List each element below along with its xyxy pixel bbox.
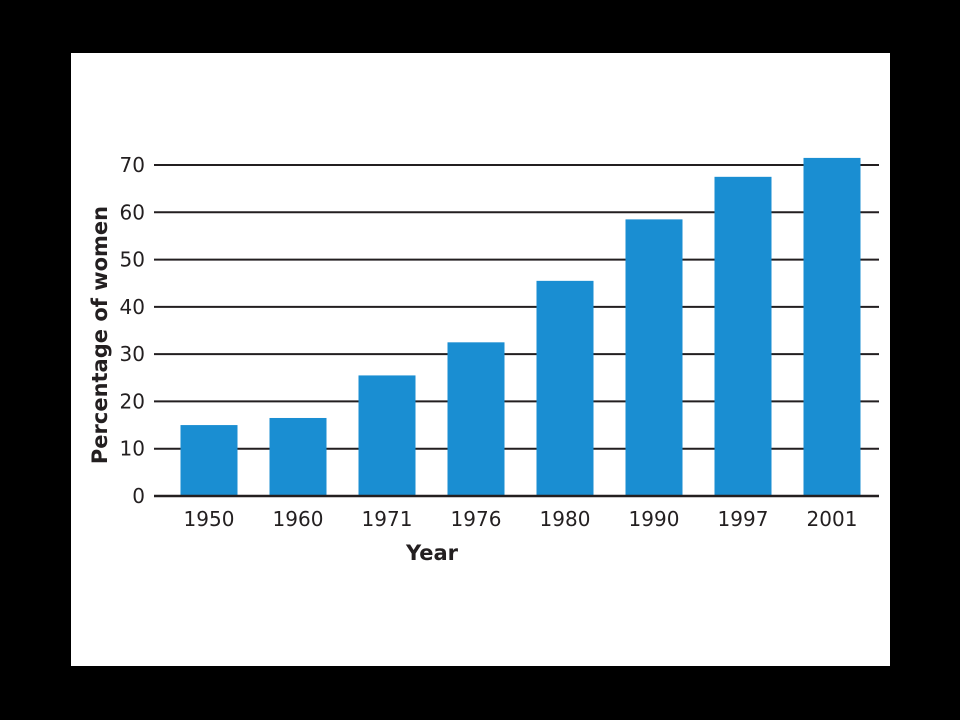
y-axis-ticks: 0 10 20 30 40 50 60 70 xyxy=(120,153,145,508)
y-tick-label: 40 xyxy=(120,295,145,319)
y-axis-title: Percentage of women xyxy=(88,206,112,464)
bar-1971 xyxy=(358,375,416,496)
y-tick-label: 60 xyxy=(120,200,145,224)
x-tick-label: 2001 xyxy=(807,507,858,531)
y-tick-label: 30 xyxy=(120,342,145,366)
y-tick-label: 20 xyxy=(120,389,145,413)
x-tick-label: 1971 xyxy=(362,507,413,531)
bars xyxy=(180,157,861,497)
x-tick-label: 1997 xyxy=(718,507,769,531)
bar-1950 xyxy=(180,425,238,496)
y-tick-label: 10 xyxy=(120,437,145,461)
y-tick-label: 50 xyxy=(120,248,145,272)
x-tick-label: 1950 xyxy=(184,507,235,531)
bar-1990 xyxy=(625,219,683,496)
x-tick-label: 1990 xyxy=(629,507,680,531)
x-tick-label: 1976 xyxy=(451,507,502,531)
bar-1997 xyxy=(714,176,772,497)
bar-1976 xyxy=(447,342,505,496)
x-tick-label: 1980 xyxy=(540,507,591,531)
bar-1980 xyxy=(536,280,594,496)
chart-panel: 0 10 20 30 40 50 60 70 1950 1960 1971 1976 1980 1990… xyxy=(71,53,890,666)
bar-1960 xyxy=(269,417,327,496)
y-tick-label: 70 xyxy=(120,153,145,177)
y-tick-label: 0 xyxy=(132,484,145,508)
gridlines xyxy=(154,164,879,450)
x-axis-title: Year xyxy=(405,541,459,565)
bar-2001 xyxy=(803,157,861,496)
bar-chart: 0 10 20 30 40 50 60 70 1950 1960 1971 1976 1980 1990… xyxy=(88,153,879,565)
x-tick-label: 1960 xyxy=(273,507,324,531)
x-axis-ticks: 1950 1960 1971 1976 1980 1990 1997 2001 xyxy=(184,507,858,531)
